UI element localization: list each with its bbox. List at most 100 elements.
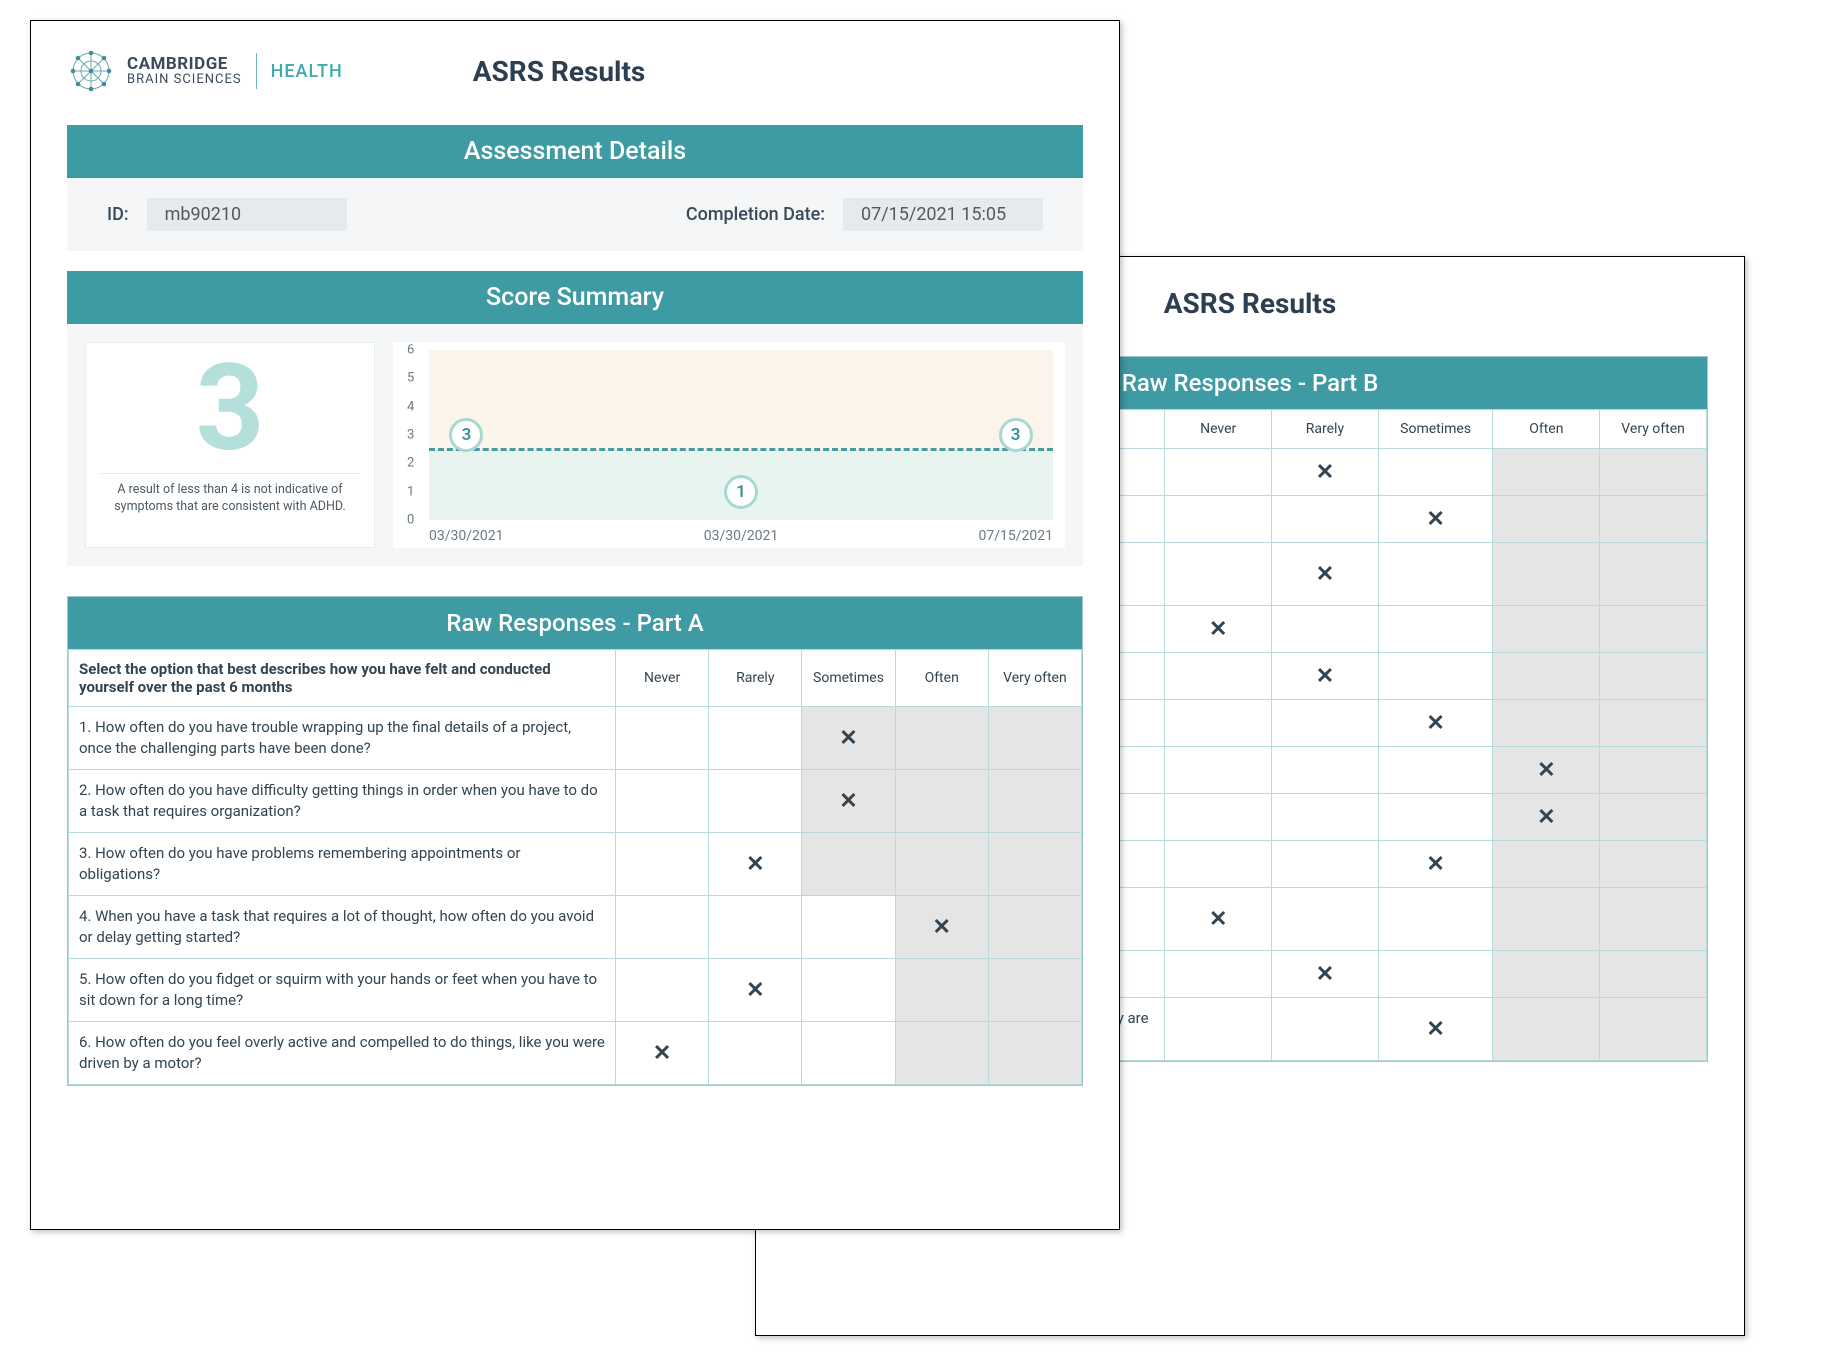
response-cell <box>1493 888 1600 951</box>
assessment-details-header: Assessment Details <box>67 125 1083 178</box>
response-cell <box>1272 794 1379 841</box>
response-cell <box>1378 794 1493 841</box>
response-cell <box>709 1022 802 1085</box>
x-mark-icon: ✕ <box>1316 561 1334 586</box>
response-cell <box>895 959 988 1022</box>
response-cell <box>988 833 1081 896</box>
x-mark-icon: ✕ <box>1426 506 1444 531</box>
id-value: mb90210 <box>147 198 347 231</box>
response-cell <box>616 959 709 1022</box>
response-cell: ✕ <box>1272 653 1379 700</box>
response-cell <box>1493 543 1600 606</box>
response-cell <box>616 896 709 959</box>
response-cell <box>802 896 895 959</box>
column-header: Very often <box>1600 410 1707 449</box>
response-cell <box>1272 747 1379 794</box>
response-cell <box>1600 794 1707 841</box>
question-cell: 4. When you have a task that requires a … <box>69 896 616 959</box>
x-mark-icon: ✕ <box>1316 459 1334 484</box>
response-cell <box>1272 888 1379 951</box>
response-cell <box>988 896 1081 959</box>
column-header: Very often <box>988 650 1081 707</box>
x-mark-icon: ✕ <box>1316 961 1334 986</box>
brand-logo-text: CAMBRIDGE BRAIN SCIENCES <box>127 56 242 86</box>
y-tick-label: 5 <box>407 371 414 386</box>
part-a-header: Raw Responses - Part A <box>68 597 1082 649</box>
response-cell <box>1165 841 1272 888</box>
score-chart: 0123456313 <box>429 350 1053 520</box>
response-cell <box>1600 747 1707 794</box>
response-cell: ✕ <box>802 770 895 833</box>
response-cell: ✕ <box>1378 700 1493 747</box>
response-cell <box>1378 606 1493 653</box>
response-cell <box>1165 543 1272 606</box>
response-cell <box>616 707 709 770</box>
response-cell <box>1378 951 1493 998</box>
response-cell: ✕ <box>1272 449 1379 496</box>
column-header: Sometimes <box>1378 410 1493 449</box>
response-cell: ✕ <box>802 707 895 770</box>
response-cell: ✕ <box>1493 794 1600 841</box>
response-cell: ✕ <box>616 1022 709 1085</box>
response-cell <box>802 1022 895 1085</box>
brand-line1: CAMBRIDGE <box>127 56 242 73</box>
response-cell <box>1493 841 1600 888</box>
response-cell <box>1272 998 1379 1061</box>
question-cell: 5. How often do you fidget or squirm wit… <box>69 959 616 1022</box>
x-mark-icon: ✕ <box>1426 710 1444 735</box>
response-cell <box>1600 951 1707 998</box>
score-note: A result of less than 4 is not indicativ… <box>100 482 360 516</box>
chart-point: 3 <box>449 418 483 452</box>
response-cell <box>1600 841 1707 888</box>
response-cell <box>1165 653 1272 700</box>
response-cell <box>1378 653 1493 700</box>
response-cell <box>1493 998 1600 1061</box>
response-cell <box>988 770 1081 833</box>
response-cell <box>1165 449 1272 496</box>
logo-divider <box>256 53 257 89</box>
response-cell <box>895 707 988 770</box>
response-cell: ✕ <box>1378 998 1493 1061</box>
x-mark-icon: ✕ <box>653 1040 671 1065</box>
response-cell <box>1493 700 1600 747</box>
table-row: 4. When you have a task that requires a … <box>69 896 1082 959</box>
column-header: Sometimes <box>802 650 895 707</box>
y-tick-label: 4 <box>407 399 414 414</box>
score-card: 3 A result of less than 4 is not indicat… <box>85 342 375 548</box>
response-cell <box>709 707 802 770</box>
response-cell <box>1165 998 1272 1061</box>
response-cell <box>1378 449 1493 496</box>
completion-date-label: Completion Date: <box>686 204 825 225</box>
response-cell <box>1378 747 1493 794</box>
response-cell <box>802 833 895 896</box>
column-header: Often <box>895 650 988 707</box>
column-header: Rarely <box>709 650 802 707</box>
x-mark-icon: ✕ <box>1209 906 1227 931</box>
response-cell <box>895 770 988 833</box>
x-mark-icon: ✕ <box>1426 851 1444 876</box>
response-cell <box>616 833 709 896</box>
x-mark-icon: ✕ <box>1537 757 1555 782</box>
x-mark-icon: ✕ <box>1316 663 1334 688</box>
response-cell <box>895 833 988 896</box>
column-header: Never <box>1165 410 1272 449</box>
brand-line2: BRAIN SCIENCES <box>127 73 242 86</box>
page-header: CAMBRIDGE BRAIN SCIENCES HEALTH ASRS Res… <box>31 21 1119 105</box>
brand-sub: HEALTH <box>271 61 343 82</box>
x-mark-icon: ✕ <box>746 977 764 1002</box>
column-header: Rarely <box>1272 410 1379 449</box>
x-tick-label: 07/15/2021 <box>845 528 1053 544</box>
response-cell <box>709 896 802 959</box>
question-cell: 1. How often do you have trouble wrappin… <box>69 707 616 770</box>
response-cell <box>988 959 1081 1022</box>
x-tick-label: 03/30/2021 <box>637 528 845 544</box>
x-mark-icon: ✕ <box>839 725 857 750</box>
question-cell: 3. How often do you have problems rememb… <box>69 833 616 896</box>
report-page-1: CAMBRIDGE BRAIN SCIENCES HEALTH ASRS Res… <box>30 20 1120 1230</box>
response-cell <box>1600 543 1707 606</box>
response-cell <box>1165 794 1272 841</box>
question-header: Select the option that best describes ho… <box>69 650 616 707</box>
completion-date-value: 07/15/2021 15:05 <box>843 198 1043 231</box>
y-tick-label: 0 <box>407 513 414 528</box>
score-value: 3 <box>196 349 265 469</box>
